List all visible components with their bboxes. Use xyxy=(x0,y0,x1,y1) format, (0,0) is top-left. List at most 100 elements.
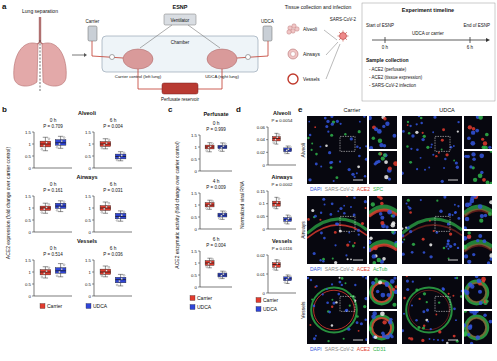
decoration xyxy=(464,323,466,327)
decoration xyxy=(464,245,467,250)
decoration xyxy=(448,258,450,260)
micrograph xyxy=(464,276,492,309)
point xyxy=(219,149,221,151)
whisker-cap xyxy=(207,267,211,268)
decoration xyxy=(457,205,459,207)
stain-label: AcTub xyxy=(373,266,387,272)
decoration xyxy=(402,227,403,229)
decoration xyxy=(457,121,459,123)
stain-label: ACE2 xyxy=(357,266,370,272)
tick-label: 0.5 xyxy=(191,215,198,220)
decoration xyxy=(387,210,392,215)
label: UDCA (right lung) xyxy=(205,74,239,79)
decoration xyxy=(448,180,458,181)
decoration xyxy=(409,230,412,233)
tick xyxy=(198,171,200,172)
axis-title: Normalized viral RNA xyxy=(239,180,245,228)
decoration xyxy=(482,279,485,282)
decoration xyxy=(410,148,412,150)
micrograph-content xyxy=(464,231,492,264)
stain-label: ACE2 xyxy=(357,346,370,352)
decoration xyxy=(453,243,456,246)
decoration xyxy=(309,134,312,137)
decoration xyxy=(489,320,492,324)
point xyxy=(284,282,286,284)
decoration xyxy=(467,260,471,264)
decoration xyxy=(358,330,360,332)
point xyxy=(46,142,48,144)
tubing xyxy=(92,41,123,58)
p-value: P = 0.709 xyxy=(43,124,63,129)
decoration xyxy=(406,288,409,291)
label: Airways xyxy=(303,52,320,57)
decoration xyxy=(384,281,388,285)
decoration xyxy=(468,125,472,129)
tick-label: 0.5 xyxy=(191,157,198,162)
tick-label: 0.5 xyxy=(85,218,92,223)
decoration xyxy=(464,254,468,258)
decoration xyxy=(319,219,321,221)
decoration xyxy=(378,280,382,284)
decoration xyxy=(441,139,444,142)
micrograph-content xyxy=(402,276,462,344)
decoration xyxy=(324,30,337,40)
decoration xyxy=(319,259,321,261)
decoration xyxy=(435,296,450,311)
plot-area xyxy=(205,200,227,219)
point xyxy=(210,145,212,147)
micrograph-content xyxy=(467,116,491,149)
point xyxy=(108,266,110,268)
decoration xyxy=(385,335,389,339)
whisker-cap xyxy=(286,153,290,154)
decoration xyxy=(307,225,367,238)
point xyxy=(224,143,226,145)
decoration xyxy=(349,241,351,243)
decoration xyxy=(477,279,482,284)
decoration xyxy=(402,234,404,237)
micrograph xyxy=(464,311,492,344)
tick-label: 1 xyxy=(89,142,92,147)
decoration xyxy=(426,301,428,303)
p-value: P = 0.0002 xyxy=(272,182,293,187)
subplot-title: 0 h xyxy=(213,121,220,126)
decoration xyxy=(308,178,311,181)
point xyxy=(123,152,125,154)
decoration xyxy=(402,130,405,133)
decoration xyxy=(424,169,426,171)
decoration xyxy=(464,245,492,251)
decoration xyxy=(467,283,486,302)
point xyxy=(212,143,214,145)
decoration xyxy=(374,278,377,281)
micrograph xyxy=(464,116,492,149)
point xyxy=(63,264,65,266)
median xyxy=(272,138,280,139)
decoration xyxy=(337,210,339,212)
decoration xyxy=(311,149,313,151)
tick xyxy=(198,147,200,148)
plot-area xyxy=(205,143,227,152)
tick xyxy=(266,152,268,153)
decoration xyxy=(464,331,468,336)
decoration xyxy=(369,327,372,331)
label: Vessels xyxy=(303,77,320,82)
tick-label: 0 xyxy=(263,163,266,168)
tick xyxy=(198,159,200,160)
decoration xyxy=(475,129,479,133)
decoration xyxy=(407,226,410,229)
decoration xyxy=(357,165,360,168)
decoration xyxy=(335,176,338,179)
decoration xyxy=(473,178,477,182)
tick xyxy=(198,205,200,206)
point xyxy=(206,208,208,210)
point xyxy=(219,218,221,220)
decoration xyxy=(84,53,87,57)
whisker-cap xyxy=(58,211,63,212)
median xyxy=(55,142,66,143)
point xyxy=(210,203,212,205)
legend-swatch xyxy=(86,304,91,309)
micrograph-content xyxy=(464,196,492,229)
row-title: Airways xyxy=(300,221,306,239)
plot-area xyxy=(100,202,126,221)
decoration xyxy=(343,205,345,207)
tick xyxy=(266,274,268,275)
